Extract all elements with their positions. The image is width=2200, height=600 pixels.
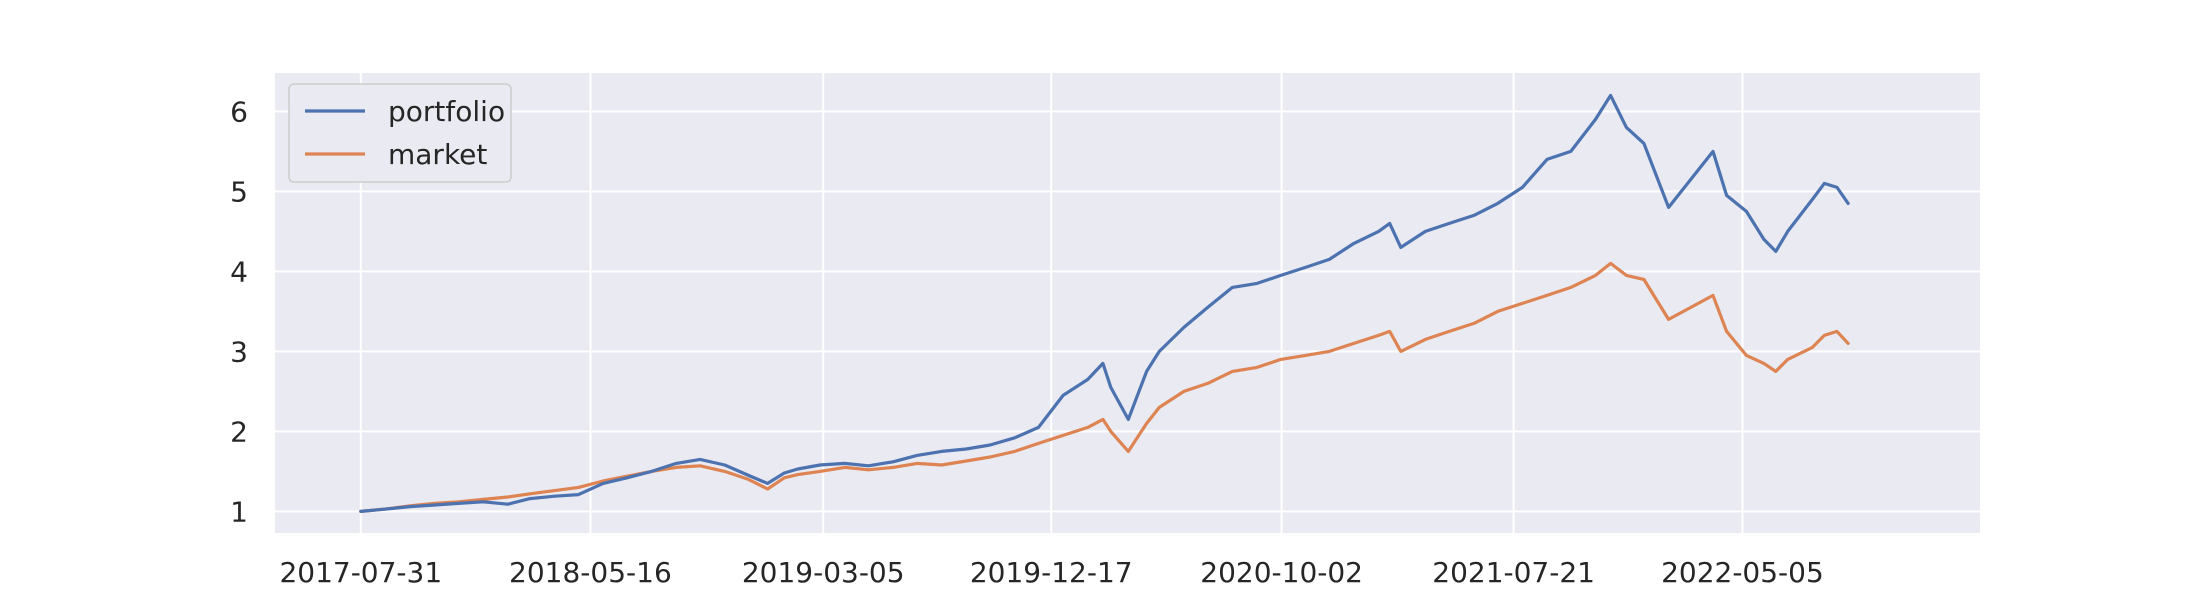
legend: portfolio market <box>288 83 512 183</box>
series-layer <box>359 93 1850 513</box>
x-tick-label: 2020-10-02 <box>1200 556 1363 589</box>
y-tick-label: 2 <box>230 415 248 448</box>
x-tick-label: 2019-03-05 <box>742 556 905 589</box>
legend-label-market: market <box>388 138 487 171</box>
plot-area <box>275 73 1980 533</box>
x-tick-label: 2021-07-21 <box>1432 556 1595 589</box>
x-tick-label: 2017-07-31 <box>279 556 442 589</box>
y-tick-label: 5 <box>230 175 248 208</box>
x-tick-label: 2022-05-05 <box>1661 556 1824 589</box>
x-tick-label: 2019-12-17 <box>970 556 1133 589</box>
series-line-portfolio <box>359 93 1850 513</box>
y-axis: 1 2 3 4 5 6 <box>230 95 248 528</box>
gridlines <box>275 73 1980 533</box>
y-tick-label: 4 <box>230 255 248 288</box>
legend-frame <box>288 83 512 183</box>
y-tick-label: 6 <box>230 95 248 128</box>
y-tick-label: 3 <box>230 335 248 368</box>
x-axis: 2017-07-31 2018-05-16 2019-03-05 2019-12-17… <box>279 556 1823 589</box>
legend-label-portfolio: portfolio <box>388 95 505 128</box>
x-tick-label: 2018-05-16 <box>509 556 672 589</box>
y-tick-label: 1 <box>230 495 248 528</box>
